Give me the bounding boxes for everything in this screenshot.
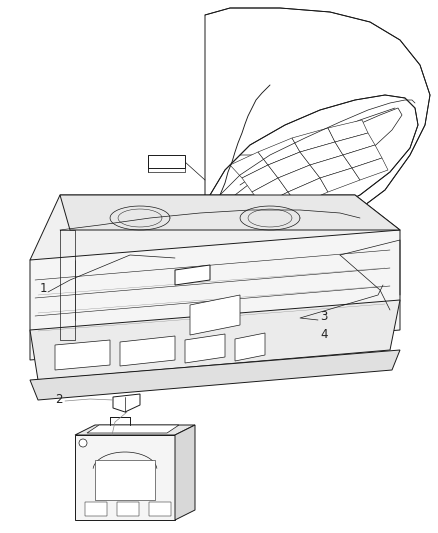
- Polygon shape: [30, 300, 400, 380]
- Polygon shape: [300, 142, 343, 165]
- Polygon shape: [30, 230, 400, 360]
- Polygon shape: [117, 502, 139, 516]
- Polygon shape: [242, 165, 278, 192]
- Polygon shape: [30, 195, 400, 265]
- Text: 2: 2: [55, 393, 63, 406]
- Polygon shape: [120, 336, 175, 366]
- Circle shape: [79, 439, 87, 447]
- Polygon shape: [288, 178, 328, 205]
- Polygon shape: [30, 350, 400, 400]
- Polygon shape: [310, 155, 352, 178]
- Polygon shape: [95, 460, 155, 500]
- Polygon shape: [262, 192, 298, 218]
- Polygon shape: [175, 265, 210, 285]
- Polygon shape: [148, 155, 185, 168]
- Polygon shape: [60, 195, 400, 230]
- Text: 1: 1: [40, 282, 47, 295]
- Polygon shape: [258, 138, 300, 165]
- Text: 4: 4: [320, 328, 328, 341]
- Polygon shape: [87, 425, 179, 433]
- Polygon shape: [205, 8, 430, 240]
- Polygon shape: [278, 165, 320, 192]
- Polygon shape: [320, 168, 360, 192]
- Polygon shape: [230, 152, 268, 178]
- Text: 3: 3: [320, 310, 327, 323]
- Polygon shape: [55, 340, 110, 370]
- Polygon shape: [352, 158, 388, 180]
- Polygon shape: [185, 334, 225, 363]
- Polygon shape: [328, 120, 368, 142]
- Polygon shape: [335, 133, 375, 155]
- Polygon shape: [343, 145, 382, 168]
- Polygon shape: [235, 333, 265, 361]
- Polygon shape: [252, 178, 288, 205]
- Polygon shape: [190, 295, 240, 335]
- Polygon shape: [268, 152, 310, 178]
- Polygon shape: [113, 394, 140, 412]
- Polygon shape: [75, 435, 175, 520]
- Polygon shape: [85, 502, 107, 516]
- Polygon shape: [75, 425, 195, 435]
- Polygon shape: [292, 128, 335, 152]
- Polygon shape: [149, 502, 171, 516]
- Polygon shape: [175, 425, 195, 520]
